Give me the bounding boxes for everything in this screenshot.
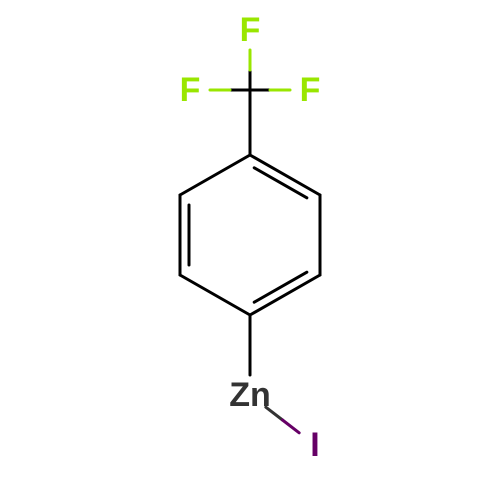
atom-label-i: I [310,426,319,464]
atom-label-fr: F [300,71,321,109]
bond-line [180,155,250,195]
molecule-diagram: F F F Zn I [0,0,500,500]
atom-label-zn: Zn [229,376,271,414]
atom-label-ftop: F [240,11,261,49]
bond-line [283,420,300,433]
bond-line [250,275,320,315]
bond-line [180,275,250,315]
atom-label-fl: F [180,71,201,109]
bond-line [250,155,320,195]
